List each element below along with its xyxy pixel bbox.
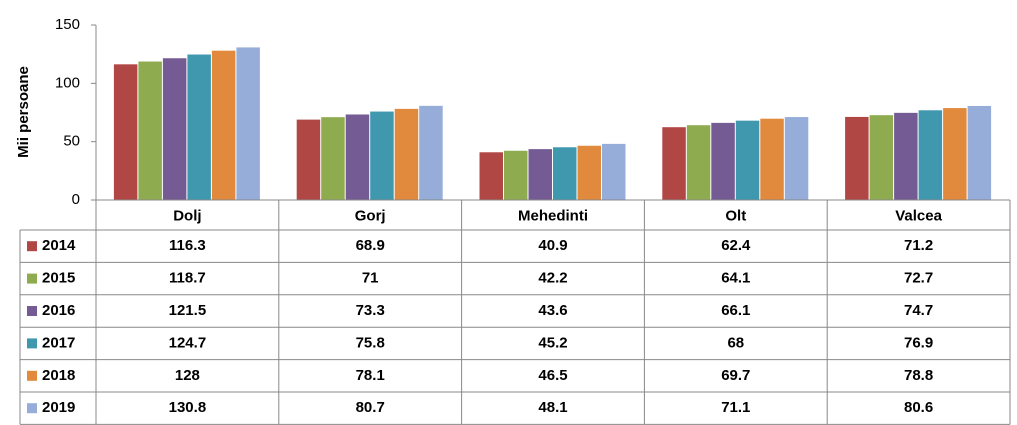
bar (894, 112, 918, 200)
legend-label: 2014 (42, 237, 76, 254)
legend-label: 2019 (42, 399, 75, 416)
bar (686, 125, 711, 200)
y-axis-label: Mii persoane (15, 66, 32, 158)
table-cell: 73.3 (356, 302, 385, 319)
table-cell: 42.2 (538, 270, 567, 287)
legend-label: 2015 (42, 270, 75, 287)
bar (602, 143, 626, 200)
table-cell: 80.6 (904, 399, 933, 416)
table-cell: 80.7 (356, 399, 385, 416)
table-cell: 128 (175, 367, 200, 384)
table-cell: 62.4 (721, 237, 751, 254)
table-cell: 46.5 (538, 367, 567, 384)
table-cell: 121.5 (169, 302, 207, 319)
bar (845, 116, 869, 200)
category-label: Mehedinti (518, 207, 588, 224)
y-tick-label: 150 (55, 16, 80, 33)
bar (211, 50, 236, 200)
bar (419, 105, 443, 200)
legend-swatch (27, 338, 37, 349)
table-cell: 76.9 (904, 334, 933, 351)
table-cell: 64.1 (721, 270, 750, 287)
table-cell: 45.2 (538, 334, 567, 351)
bar (113, 64, 138, 200)
legend-swatch (27, 306, 37, 316)
table-cell: 78.8 (904, 367, 933, 384)
table-cell: 71.1 (721, 399, 750, 416)
table-cell: 68 (727, 334, 744, 351)
table-cell: 71.2 (904, 237, 933, 254)
category-label: Valcea (895, 207, 942, 224)
y-tick-label: 0 (72, 191, 80, 208)
table-cell: 68.9 (356, 237, 385, 254)
table-cell: 72.7 (904, 270, 933, 287)
category-label: Gorj (355, 207, 386, 224)
table-cell: 66.1 (721, 302, 750, 319)
table-cell: 43.6 (538, 302, 567, 319)
table-cell: 69.7 (721, 367, 750, 384)
bar (943, 108, 967, 200)
y-tick-label: 100 (55, 74, 80, 91)
legend-label: 2018 (42, 367, 75, 384)
table-cell: 75.8 (356, 334, 385, 351)
legend-swatch (27, 273, 37, 284)
bar (394, 108, 419, 200)
bar (553, 147, 577, 200)
bar (760, 118, 784, 200)
bar (528, 149, 552, 200)
table-cell: 130.8 (169, 399, 207, 416)
table-cell: 48.1 (538, 399, 567, 416)
table-cell: 118.7 (169, 270, 206, 287)
category-label: Dolj (173, 207, 201, 224)
bar (479, 152, 503, 200)
table-cell: 40.9 (538, 237, 567, 254)
bar (187, 54, 211, 201)
bar (321, 117, 345, 200)
bar (918, 110, 943, 200)
table-cell: 71 (362, 270, 379, 287)
legend-label: 2017 (42, 334, 75, 351)
legend-swatch (27, 241, 37, 252)
bar (296, 119, 321, 200)
bar (345, 114, 370, 200)
bar (577, 145, 601, 200)
bar (662, 127, 686, 200)
legend-swatch (27, 403, 37, 414)
bar (735, 120, 760, 200)
legend-swatch (27, 370, 37, 381)
bar (869, 115, 894, 200)
bar (370, 111, 394, 200)
table-cell: 124.7 (169, 334, 207, 351)
bar (967, 105, 992, 200)
bar (236, 47, 260, 201)
bar (138, 61, 162, 201)
bar (711, 122, 735, 200)
bar (784, 117, 809, 200)
table-cell: 116.3 (169, 237, 206, 254)
table-cell: 74.7 (904, 302, 933, 319)
table-cell: 78.1 (356, 367, 385, 384)
bar (504, 150, 528, 200)
y-tick-label: 50 (63, 133, 80, 150)
legend-label: 2016 (42, 302, 75, 319)
bar (162, 58, 187, 200)
category-label: Olt (725, 207, 746, 224)
